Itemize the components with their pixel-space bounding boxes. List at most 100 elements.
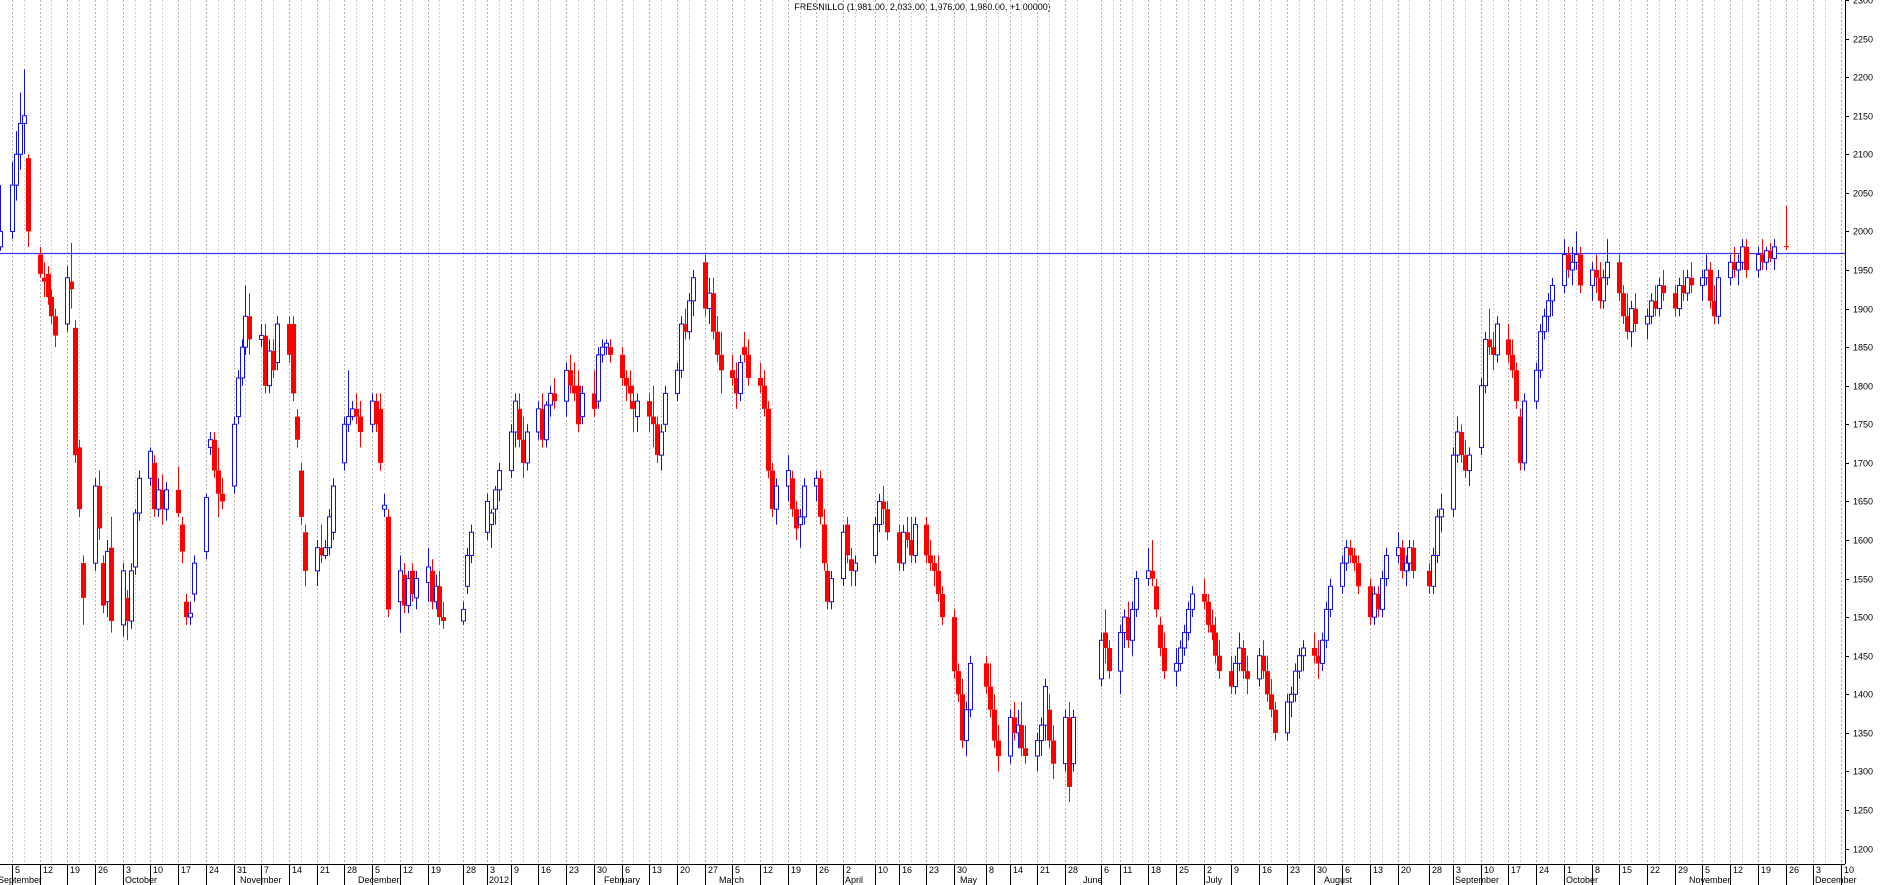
candle-body	[952, 617, 957, 672]
candle	[1103, 609, 1108, 664]
x-day-label: 30	[957, 865, 967, 875]
candle-body	[1590, 269, 1595, 286]
candle-body	[1019, 725, 1024, 749]
candle	[109, 516, 114, 633]
candle-body	[299, 470, 304, 517]
candle-body	[1506, 339, 1511, 355]
x-day-label: 28	[466, 865, 476, 875]
candle	[1605, 239, 1610, 286]
candle-body	[46, 273, 51, 297]
x-day-label: 9	[1234, 865, 1239, 875]
candle-body	[596, 354, 601, 402]
candle	[1071, 709, 1076, 772]
candle-body	[1601, 277, 1606, 302]
candle	[1689, 262, 1694, 294]
candle	[1522, 393, 1527, 471]
candle-body	[1241, 648, 1246, 672]
candle	[1150, 540, 1155, 587]
candle	[881, 486, 886, 525]
candle-body	[208, 439, 213, 448]
candle-body	[905, 532, 910, 540]
candle-body	[762, 385, 767, 409]
x-day-label: 28	[1068, 865, 1078, 875]
candle-body	[881, 501, 886, 510]
candle	[180, 516, 185, 564]
candle	[525, 424, 530, 471]
candle	[1051, 725, 1056, 780]
candle-body	[521, 439, 526, 463]
candle-body	[604, 342, 609, 348]
candle	[1653, 285, 1658, 317]
candle-body	[956, 671, 961, 695]
candle	[1467, 447, 1472, 486]
candle-body	[1051, 740, 1056, 764]
candle-body	[1316, 655, 1321, 664]
candle	[1344, 540, 1349, 571]
candle	[932, 555, 937, 587]
candle-body	[240, 346, 245, 379]
candle	[133, 509, 138, 575]
candle-body	[485, 500, 490, 533]
candle-body	[1150, 570, 1155, 579]
candle	[924, 516, 929, 564]
x-day-label: 3	[1816, 865, 1821, 875]
candle	[81, 555, 86, 625]
candle-body	[295, 416, 300, 440]
x-day-label: 30	[597, 865, 607, 875]
candle	[1400, 540, 1405, 579]
y-axis: 2300 2250 2200 2150 2100 2050 2000 1950 1900 1850…	[1845, 0, 1873, 855]
candle-body	[1566, 254, 1571, 270]
candle	[315, 540, 320, 587]
candle	[675, 362, 680, 402]
candle-body	[188, 612, 193, 618]
candle-body	[1344, 547, 1349, 564]
candle-body	[1704, 269, 1709, 279]
candle	[604, 339, 609, 355]
candle-body	[1099, 639, 1104, 680]
candle	[287, 316, 292, 363]
candle	[829, 570, 834, 610]
candle	[1459, 424, 1464, 463]
candle-body	[1645, 315, 1650, 325]
candle-body	[1023, 748, 1028, 756]
grid-layer	[0, 0, 1846, 865]
candle-body	[1376, 594, 1381, 610]
candle	[1245, 655, 1250, 695]
candle-body	[247, 316, 252, 340]
candle	[683, 308, 688, 340]
candle	[1506, 324, 1511, 363]
candle	[1206, 594, 1211, 633]
candle-body	[378, 408, 383, 463]
candle	[358, 401, 363, 448]
candle-body	[69, 281, 74, 290]
candle	[1756, 246, 1761, 278]
x-day-label: 6	[1345, 865, 1350, 875]
candle-body	[319, 547, 324, 556]
x-month-label: May	[960, 875, 978, 885]
candle-body	[1681, 285, 1686, 294]
x-day-label: 12	[403, 865, 413, 875]
candle-body	[133, 512, 138, 568]
candle	[746, 339, 751, 386]
candle-body	[1538, 331, 1543, 371]
candle-body	[1348, 547, 1353, 556]
candle	[628, 370, 633, 409]
candle-body	[1324, 608, 1329, 641]
y-tick-label: 2050	[1853, 189, 1873, 199]
candle-body	[109, 547, 114, 621]
candle-body	[988, 686, 993, 710]
candle	[719, 331, 724, 394]
x-day-label: 29	[1678, 865, 1688, 875]
candle	[489, 509, 494, 548]
candle-body	[913, 524, 918, 556]
candle	[1712, 285, 1717, 324]
candle-body	[1435, 516, 1440, 556]
y-tick-label: 1800	[1853, 382, 1873, 392]
candle-body	[509, 431, 514, 472]
candle-body	[687, 300, 692, 333]
candle-body	[398, 570, 403, 603]
candle-body	[960, 694, 965, 741]
candle-body	[65, 277, 70, 325]
candle	[1427, 563, 1432, 594]
candle-body	[176, 489, 181, 513]
